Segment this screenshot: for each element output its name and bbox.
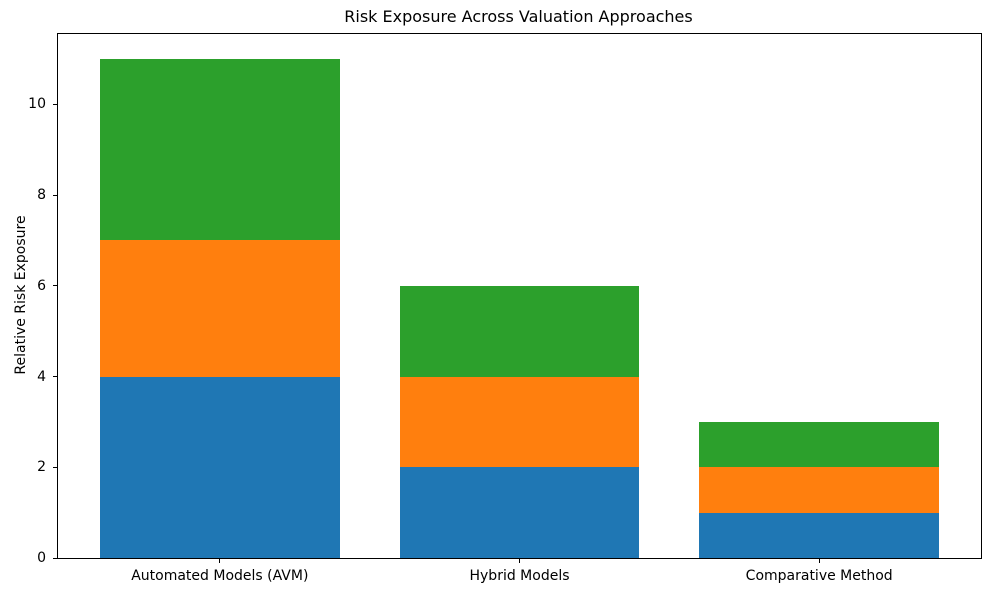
x-category-label: Comparative Method bbox=[745, 568, 893, 584]
y-tick-mark bbox=[53, 466, 57, 468]
y-tick-label: 10 bbox=[28, 96, 46, 113]
y-tick-label: 6 bbox=[37, 277, 46, 294]
y-tick-mark bbox=[53, 194, 57, 196]
x-tick-mark bbox=[818, 559, 820, 563]
bar-segment-bottom-segment bbox=[99, 376, 340, 558]
bar-segment-middle-segment bbox=[699, 467, 940, 513]
y-axis-label: Relative Risk Exposure bbox=[13, 215, 29, 375]
bar-segment-bottom-segment bbox=[699, 512, 940, 558]
bar-segment-top-segment bbox=[99, 58, 340, 241]
bar-segment-middle-segment bbox=[99, 240, 340, 377]
y-tick-label: 0 bbox=[37, 550, 46, 566]
x-tick-mark bbox=[219, 559, 221, 563]
chart-title: Risk Exposure Across Valuation Approache… bbox=[344, 7, 693, 26]
y-tick-mark bbox=[53, 103, 57, 105]
bar-segment-top-segment bbox=[699, 421, 940, 468]
y-tick-label: 2 bbox=[37, 459, 46, 476]
y-tick-mark bbox=[53, 376, 57, 378]
x-category-label: Automated Models (AVM) bbox=[131, 568, 309, 584]
x-tick-mark bbox=[519, 559, 520, 563]
x-category-label: Hybrid Models bbox=[469, 568, 570, 584]
bar-segment-top-segment bbox=[399, 285, 640, 377]
y-tick-label: 4 bbox=[37, 368, 46, 385]
y-tick-mark bbox=[53, 285, 57, 287]
plot-area: 0 2 4 6 8 10 Automated Models (AVM) Hybrid Mode… bbox=[28, 33, 982, 584]
y-tick-label: 8 bbox=[37, 187, 46, 204]
bar-segment-bottom-segment bbox=[399, 467, 640, 558]
y-tick-mark bbox=[53, 557, 57, 559]
bar-segment-middle-segment bbox=[399, 376, 640, 468]
